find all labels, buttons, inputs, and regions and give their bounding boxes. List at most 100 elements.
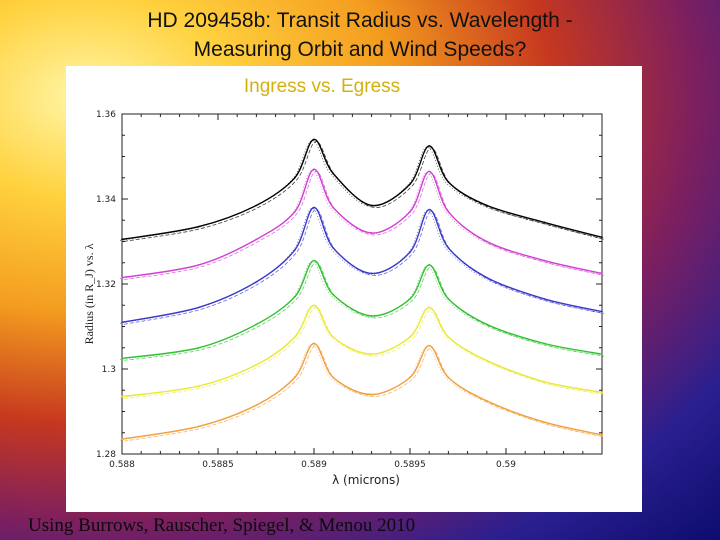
data-point — [543, 297, 546, 300]
chart-panel: 0.588 0.5885 0.589 0.5895 0.59 1.28 1.3 1.32 1.3… — [66, 66, 642, 512]
data-point — [370, 232, 373, 234]
data-point — [332, 246, 335, 249]
series-line-dashed — [123, 306, 605, 399]
data-point — [370, 272, 373, 275]
data-point — [313, 138, 315, 141]
chart-series-group — [119, 138, 605, 442]
data-point — [485, 276, 488, 279]
data-point — [543, 380, 546, 383]
data-point — [293, 295, 296, 298]
slide-title: HD 209458b: Transit Radius vs. Wavelengt… — [0, 6, 720, 64]
data-point — [332, 293, 335, 296]
data-point — [255, 323, 258, 326]
x-tick-label: 0.589 — [301, 460, 327, 470]
data-point — [255, 204, 258, 207]
series-line — [121, 342, 603, 440]
data-point — [601, 236, 603, 239]
y-tick-label: 1.32 — [96, 280, 116, 290]
data-point — [543, 259, 546, 262]
data-point — [543, 221, 546, 224]
y-tick-label: 1.34 — [96, 195, 116, 205]
data-point — [255, 280, 258, 283]
data-point — [428, 170, 431, 173]
data-point — [543, 421, 546, 424]
data-point — [447, 181, 450, 183]
data-point — [313, 342, 315, 345]
data-point — [313, 168, 315, 171]
series-line — [121, 168, 603, 279]
series-1 — [119, 138, 605, 242]
data-point — [409, 251, 411, 254]
chart-y-axis-label: Radius (in R_J) vs. λ — [82, 243, 96, 344]
data-point — [121, 321, 123, 324]
data-point — [332, 172, 335, 175]
data-point — [293, 336, 296, 339]
series-line-dotted — [119, 208, 601, 324]
data-point — [543, 342, 546, 345]
data-point — [121, 438, 123, 441]
x-tick-label: 0.59 — [496, 460, 516, 470]
data-point — [447, 336, 450, 339]
data-point — [197, 425, 200, 428]
series-line-dotted — [119, 169, 601, 279]
data-point — [197, 225, 200, 228]
data-point — [409, 297, 411, 300]
data-point — [409, 376, 411, 379]
chart-x-axis-label: λ (microns) — [332, 473, 400, 487]
series-line-dashed — [123, 170, 605, 280]
data-point — [409, 183, 411, 186]
series-line-dotted — [119, 261, 601, 360]
data-point — [447, 297, 450, 300]
data-point — [255, 404, 258, 407]
data-point — [121, 357, 123, 360]
data-point — [197, 385, 200, 387]
data-point — [121, 276, 123, 279]
series-3 — [119, 206, 605, 325]
chart-axes: 0.588 0.5885 0.589 0.5895 0.59 1.28 1.3 1.32 1.3… — [96, 110, 603, 470]
data-point — [485, 359, 488, 362]
y-tick-label: 1.36 — [96, 110, 116, 120]
data-point — [428, 208, 431, 211]
data-point — [485, 399, 488, 402]
data-point — [485, 323, 488, 326]
data-point — [601, 433, 603, 436]
series-line — [121, 304, 603, 398]
series-line-dashed — [123, 345, 605, 442]
x-tick-label: 0.5885 — [202, 460, 234, 470]
data-point — [447, 376, 450, 379]
x-tick-label: 0.5895 — [394, 460, 426, 470]
x-tick-label: 0.588 — [109, 460, 135, 470]
slide-title-line-1: HD 209458b: Transit Radius vs. Wavelengt… — [147, 9, 573, 32]
data-point — [485, 204, 488, 207]
series-line — [121, 206, 603, 323]
data-point — [293, 210, 296, 213]
series-5 — [119, 304, 605, 399]
data-point — [197, 306, 200, 309]
series-line-dashed — [123, 209, 605, 325]
slide-title-line-2: Measuring Orbit and Wind Speeds? — [193, 38, 527, 61]
series-4 — [119, 259, 605, 361]
data-point — [255, 363, 258, 366]
data-point — [332, 206, 335, 209]
data-point — [409, 210, 411, 213]
data-point — [428, 144, 431, 147]
data-point — [255, 238, 258, 241]
data-point — [447, 246, 450, 249]
data-point — [293, 249, 296, 251]
series-line-dotted — [119, 344, 601, 441]
chart-subtitle: Ingress vs. Egress — [244, 76, 400, 97]
series-line-dashed — [123, 141, 605, 242]
data-point — [447, 210, 450, 213]
series-2 — [119, 168, 605, 280]
data-point — [370, 393, 373, 396]
y-tick-label: 1.3 — [102, 365, 116, 375]
data-point — [197, 263, 200, 266]
data-point — [313, 259, 315, 262]
data-point — [601, 353, 603, 356]
data-point — [293, 376, 296, 379]
data-point — [485, 240, 488, 243]
data-point — [370, 353, 373, 356]
data-point — [313, 206, 315, 209]
series-line — [121, 138, 603, 241]
series-6 — [119, 342, 605, 442]
